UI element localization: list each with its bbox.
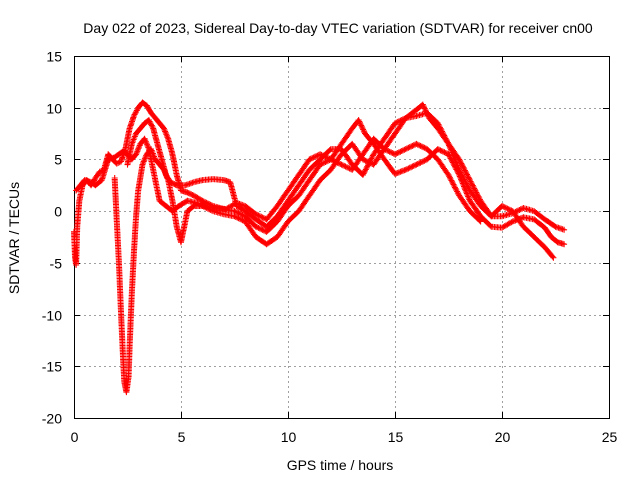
x-tick-label: 0 — [71, 429, 79, 445]
x-tick-label: 15 — [388, 429, 404, 445]
y-tick-label: -15 — [42, 359, 62, 375]
x-tick-label: 20 — [495, 429, 511, 445]
y-tick-label: -10 — [42, 308, 62, 324]
data-points-track-c — [124, 109, 568, 233]
y-axis-label: SDTVAR / TECUs — [6, 182, 22, 294]
data-points-track-b — [111, 101, 557, 396]
y-tick-label: 0 — [54, 204, 62, 220]
plot-border — [74, 56, 610, 419]
series-track-c — [124, 109, 568, 233]
grid-lines — [74, 56, 609, 418]
y-tick-label: 5 — [54, 152, 62, 168]
y-tick-label: -5 — [50, 256, 63, 272]
series-track-b — [111, 101, 557, 396]
x-tick-label: 10 — [281, 429, 297, 445]
data-points-track-d — [73, 135, 484, 225]
y-tick-label: 10 — [46, 101, 62, 117]
y-tick-label: 15 — [46, 49, 62, 65]
series-track-d — [73, 135, 484, 225]
x-axis-label: GPS time / hours — [287, 457, 394, 473]
x-tick-label: 5 — [178, 429, 186, 445]
chart-title: Day 022 of 2023, Sidereal Day-to-day VTE… — [83, 20, 593, 36]
y-tick-label: -20 — [42, 411, 62, 427]
data-markers — [71, 99, 568, 396]
axis-ticks: 0 5 10 15 20 25 -20 -15 -10 -5 0 5 10 15 — [42, 49, 618, 446]
x-tick-label: 25 — [602, 429, 618, 445]
